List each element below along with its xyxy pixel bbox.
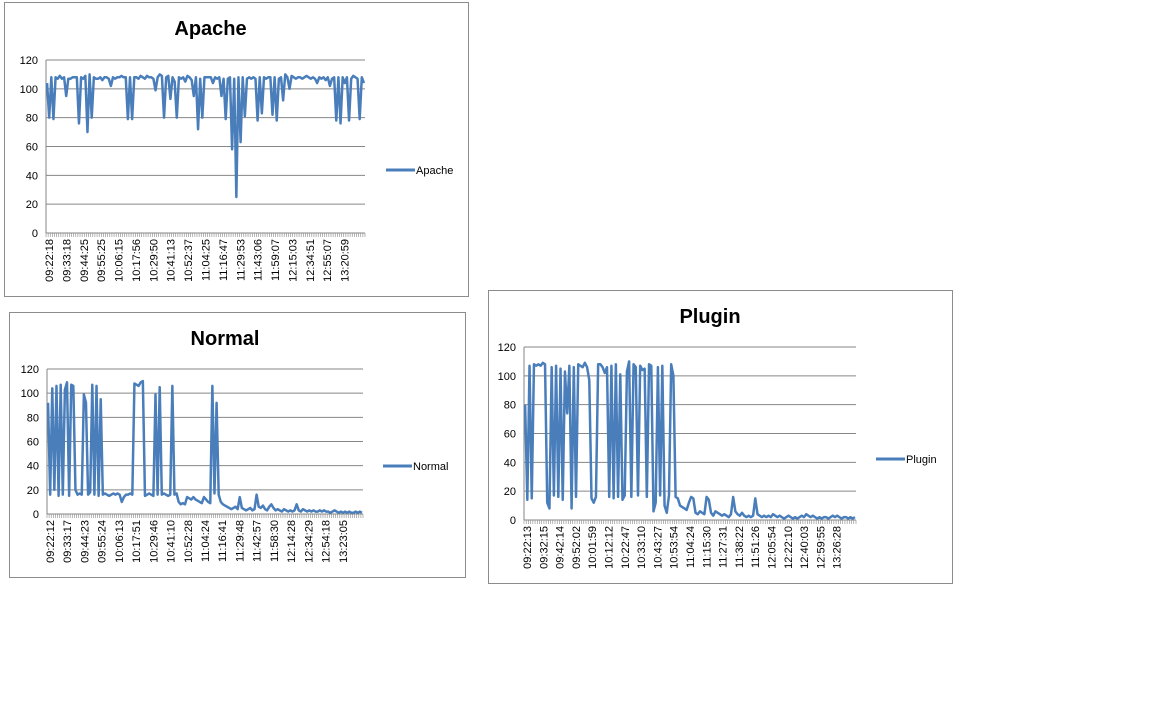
x-tick-label: 11:16:47 [218,239,230,281]
x-tick-label: 12:34:29 [303,520,315,563]
x-tick-label: 10:17:51 [131,520,143,563]
x-tick-label: 10:52:37 [183,239,195,282]
y-tick-label: 40 [26,170,38,182]
y-tick-label: 60 [504,429,516,441]
y-tick-label: 100 [498,371,516,383]
x-tick-label: 11:43:06 [253,239,265,281]
x-tick-label: 11:29:48 [234,520,246,562]
x-tick-label: 13:20:59 [340,239,352,282]
x-tick-label: 12:40:03 [799,526,811,569]
legend-label: Normal [413,461,448,473]
y-tick-label: 0 [510,515,516,527]
x-tick-label: 09:32:15 [538,526,550,569]
x-tick-label: 10:29:46 [148,520,160,563]
legend-label: Apache [416,165,453,177]
series-line-normal [46,379,363,515]
x-tick-label: 12:22:10 [783,526,795,569]
x-tick-label: 09:33:18 [61,239,73,282]
x-tick-label: 11:04:24 [685,526,697,568]
y-tick-label: 120 [498,342,516,354]
x-tick-label: 10:41:13 [166,239,178,282]
x-tick-label: 11:58:30 [269,520,281,562]
x-tick-label: 10:29:50 [148,239,160,282]
x-tick-label: 10:17:56 [131,239,143,282]
y-tick-label: 0 [32,228,38,240]
y-tick-label: 100 [21,388,39,400]
chart-normal: Normal 0 20 40 60 80 100 120 09:22:12 09:33:17 09:… [9,312,466,578]
x-tick-label: 11:29:53 [235,239,247,281]
y-tick-label: 20 [504,486,516,498]
y-tick-label: 40 [27,461,39,473]
chart-apache: Apache 0 20 40 60 80 100 120 09:22:18 09:33:18 09:… [4,2,469,297]
x-tick-label: 10:06:13 [114,520,126,563]
x-tick-label: 09:42:14 [555,526,567,569]
x-tick-label: 10:01:59 [587,526,599,569]
x-tick-label: 11:27:31 [718,526,730,568]
y-tick-label: 80 [27,412,39,424]
x-tick-label: 12:14:28 [286,520,298,563]
x-tick-label: 12:54:18 [321,520,333,563]
chart-svg: Apache 0 20 40 60 80 100 120 09:22:18 09:33:18 09:… [20,18,454,282]
chart-title: Normal [191,328,260,350]
x-tick-label: 10:52:28 [183,520,195,563]
x-tick-label: 11:59:07 [270,239,282,281]
chart-plugin: Plugin 0 20 40 60 80 100 120 09:22:13 09:32:15 09:… [488,290,953,584]
chart-svg: Normal 0 20 40 60 80 100 120 09:22:12 09:33:17 09:… [21,328,449,563]
series-line-plugin [523,360,856,520]
y-tick-label: 20 [27,485,39,497]
x-tick-label: 09:44:23 [79,520,91,563]
x-tick-label: 13:23:05 [338,520,350,563]
x-tick-label: 09:52:02 [571,526,583,569]
x-tick-label: 11:16:41 [217,520,229,562]
x-tick-label: 09:22:18 [44,239,56,282]
chart-svg: Plugin 0 20 40 60 80 100 120 09:22:13 09:32:15 09:… [498,306,937,569]
x-tick-label: 09:55:25 [96,239,108,282]
x-tick-label: 11:51:26 [750,526,762,568]
x-tick-label: 09:55:24 [97,520,109,563]
chart-title: Apache [174,18,246,40]
x-tick-label: 10:22:47 [620,526,632,569]
x-tick-label: 13:26:28 [832,526,844,569]
y-tick-label: 20 [26,199,38,211]
y-tick-label: 60 [26,142,38,154]
series-line-apache [45,73,366,199]
y-tick-label: 120 [21,364,39,376]
y-tick-label: 100 [20,84,38,96]
y-tick-label: 0 [33,509,39,521]
x-tick-label: 11:38:22 [734,526,746,568]
y-tick-label: 120 [20,55,38,67]
x-tick-label: 09:44:25 [79,239,91,282]
x-tick-label: 11:42:57 [252,520,264,562]
x-tick-label: 11:04:25 [201,239,213,281]
y-tick-label: 80 [504,400,516,412]
x-tick-label: 12:55:07 [322,239,334,282]
y-tick-label: 40 [504,457,516,469]
x-tick-label: 09:22:13 [522,526,534,569]
x-tick-label: 10:53:54 [669,526,681,569]
x-tick-label: 09:22:12 [45,520,57,563]
x-tick-label: 12:15:03 [287,239,299,282]
x-tick-label: 12:59:55 [815,526,827,569]
x-tick-label: 10:12:12 [604,526,616,569]
x-tick-label: 11:15:30 [701,526,713,568]
legend-label: Plugin [906,454,937,466]
chart-title: Plugin [679,306,740,328]
y-tick-label: 80 [26,113,38,125]
y-tick-label: 60 [27,437,39,449]
x-tick-label: 10:43:27 [652,526,664,569]
x-tick-label: 10:41:10 [166,520,178,563]
x-tick-label: 10:33:10 [636,526,648,569]
x-tick-label: 12:34:51 [305,239,317,282]
x-tick-label: 10:06:15 [114,239,126,282]
x-tick-label: 11:04:24 [200,520,212,562]
x-tick-label: 12:05:54 [767,526,779,569]
x-tick-label: 09:33:17 [62,520,74,563]
